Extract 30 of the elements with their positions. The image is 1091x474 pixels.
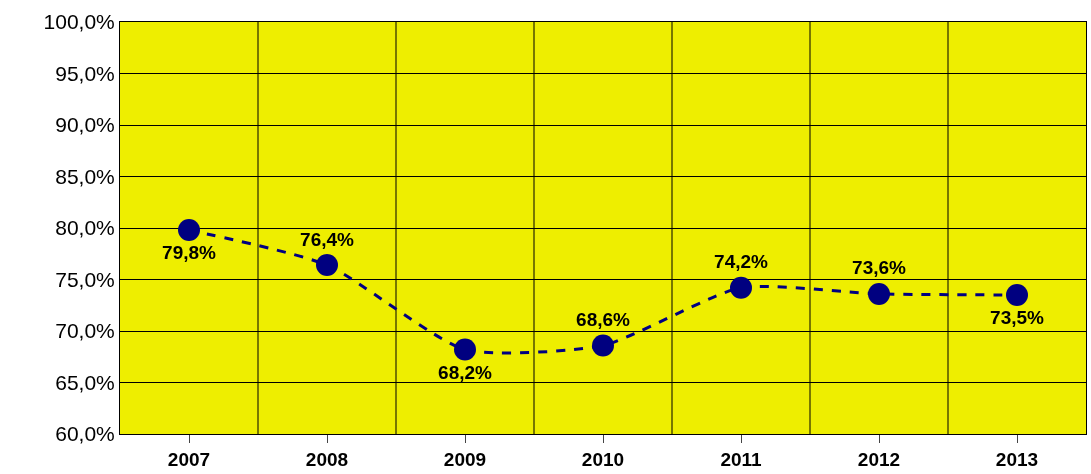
y-tick-label: 65,0%	[55, 370, 115, 394]
point	[454, 338, 476, 361]
y-tick-label: 100,0%	[43, 10, 115, 34]
point	[178, 219, 200, 242]
x-tick-label: 2010	[581, 448, 625, 470]
text: 76,4%	[300, 228, 354, 250]
y-tick-label: 60,0%	[55, 422, 115, 446]
y-tick-label: 75,0%	[55, 267, 115, 291]
y-tick-label: 90,0%	[55, 113, 115, 137]
x-tick-label: 2009	[443, 448, 487, 470]
x-tick-label: 2013	[995, 448, 1039, 470]
point	[592, 334, 614, 357]
y-tick-label: 95,0%	[55, 61, 115, 85]
point	[730, 276, 752, 299]
text: 68,6%	[576, 308, 630, 330]
text: 79,8%	[162, 242, 216, 264]
text: 73,6%	[852, 257, 906, 279]
x-tick-label: 2008	[305, 448, 349, 470]
y-tick-label: 80,0%	[55, 216, 115, 240]
y-tick-label: 70,0%	[55, 319, 115, 343]
point	[868, 282, 890, 305]
x-tick-label: 2012	[857, 448, 901, 470]
text: 68,2%	[438, 361, 492, 383]
point	[1006, 283, 1028, 306]
x-tick-label: 2007	[167, 448, 211, 470]
point	[316, 254, 338, 277]
y-tick-label: 85,0%	[55, 164, 115, 188]
text: 74,2%	[714, 251, 768, 273]
text: 73,5%	[990, 306, 1044, 328]
x-tick-label: 2011	[720, 448, 763, 470]
